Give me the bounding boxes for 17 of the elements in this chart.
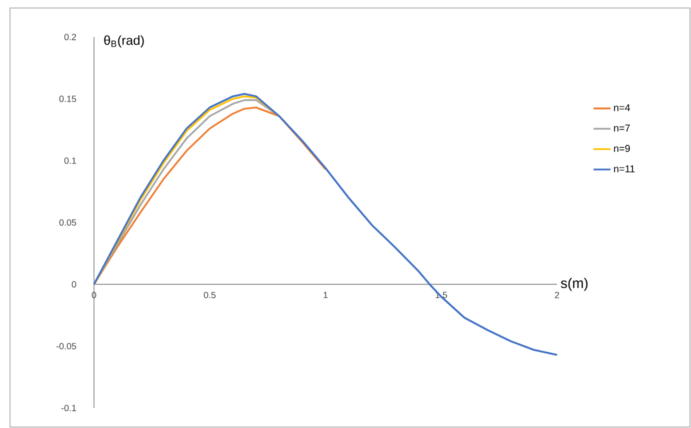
x-tick-label: 2 (554, 292, 560, 298)
legend-label: n=11 (614, 165, 635, 172)
y-axis-title: θ$_{B}$(rad) (104, 35, 144, 48)
y-tick-label: 0.05 (59, 219, 76, 226)
legend-label: n=4 (614, 104, 630, 112)
x-tick-label: 0 (92, 292, 96, 298)
y-tick-label: 0.1 (64, 157, 76, 164)
y-tick-label: 0 (72, 281, 76, 288)
x-axis-title: s(m) (560, 278, 588, 291)
y-tick-label: 0.2 (64, 34, 76, 40)
y-tick-label: -0.1 (61, 404, 76, 412)
legend-label: n=9 (614, 144, 630, 152)
x-tick-label: 0.5 (204, 292, 216, 298)
x-tick-label: 1 (324, 292, 328, 298)
legend-label: n=7 (614, 124, 630, 132)
y-tick-label: 0.15 (59, 96, 76, 102)
y-tick-label: -0.05 (56, 342, 76, 350)
